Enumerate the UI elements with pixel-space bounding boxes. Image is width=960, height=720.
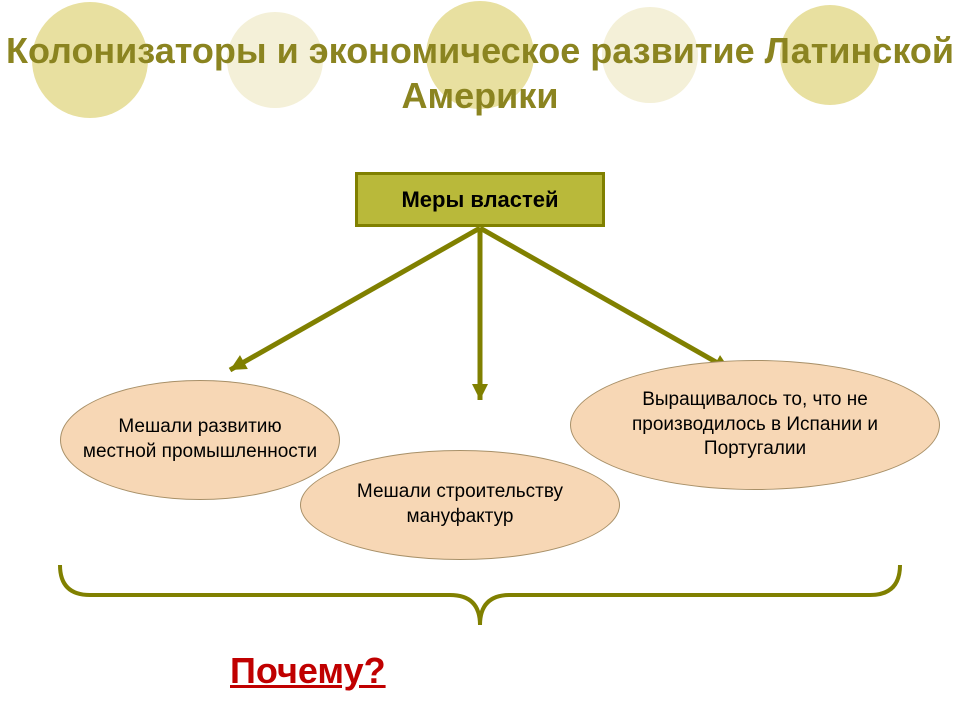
ellipse-label: Выращивалось то, что не производилось в …: [591, 388, 919, 462]
question-text: Почему?: [230, 650, 386, 692]
top-box: Меры властей: [355, 172, 605, 227]
ellipse-label: Мешали строительству мануфактур: [321, 480, 599, 529]
ellipse-node: Выращивалось то, что не производилось в …: [570, 360, 940, 490]
slide-title: Колонизаторы и экономическое развитие Ла…: [0, 28, 960, 118]
ellipse-node: Мешали развитию местной промышленности: [60, 380, 340, 500]
top-box-label: Меры властей: [401, 187, 558, 213]
ellipse-node: Мешали строительству мануфактур: [300, 450, 620, 560]
ellipse-label: Мешали развитию местной промышленности: [81, 415, 319, 464]
